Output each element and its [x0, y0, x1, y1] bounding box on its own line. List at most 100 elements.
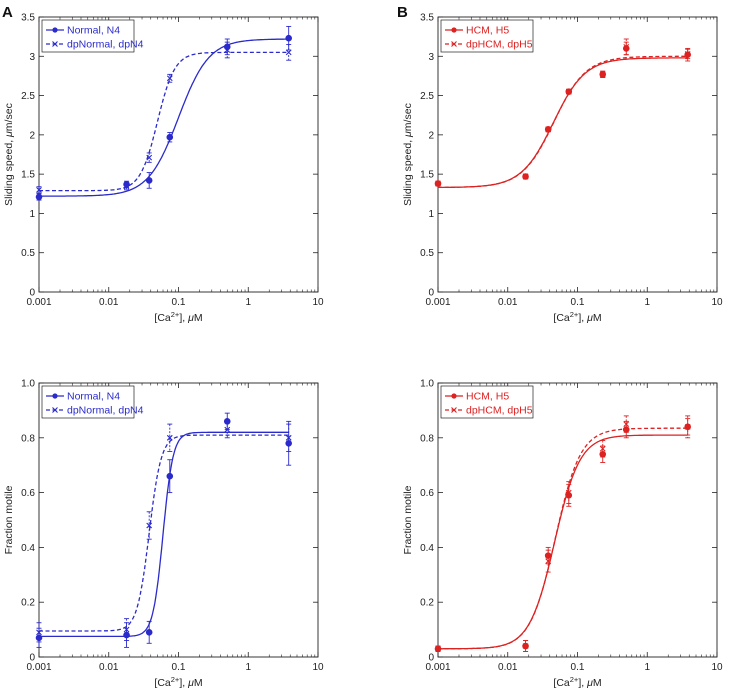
chart-b-bottom-series-2-point — [599, 445, 606, 452]
chart-b-top-x-axis-label: [Ca2+], μM — [553, 310, 601, 324]
chart-a-bottom-legend-label-1: Normal, N4 — [67, 391, 120, 403]
chart-b-bottom-y-tick-label: 0.2 — [420, 598, 434, 609]
chart-b-top-legend-marker-2 — [451, 41, 457, 47]
chart-b-top-x-tick-label: 0.1 — [571, 297, 585, 308]
chart-b-bottom-y-tick-label: 0 — [428, 653, 434, 664]
chart-a-top-y-axis-label: Sliding speed, μm/sec — [3, 103, 15, 206]
chart-a-bottom-y-tick-label: 0 — [29, 653, 35, 664]
chart-a-top-series-2-point — [146, 154, 153, 161]
chart-b-top-series-2-point — [565, 88, 572, 95]
chart-b-top-y-tick-label: 0 — [428, 288, 434, 299]
chart-b-bottom: 0.001 0.01 0.1 1 10 0 0.2 0.4 0.6 0.8 1.0 [Ca2+], μ… — [402, 379, 723, 690]
chart-a-top-legend-label-2: dpNormal, dpN4 — [67, 39, 144, 51]
chart-a-top-legend-marker-2 — [52, 41, 58, 47]
chart-b-top-legend-marker-1 — [451, 27, 457, 33]
chart-a-top-series-1-point — [35, 193, 43, 201]
chart-a-top-series-2-point — [224, 47, 231, 53]
chart-a-top-plot-frame — [38, 16, 319, 293]
chart-a-bottom-series-2-point — [36, 629, 42, 636]
chart-b-bottom-y-tick-label: 0.6 — [420, 488, 434, 499]
chart-b-bottom-series-2-fit-line — [438, 427, 688, 650]
chart-a-top-y-tick-label: 1 — [29, 209, 35, 220]
chart-b-top-y-tick-label: 3.5 — [420, 13, 434, 24]
chart-a-top-y-tick-label: 2.5 — [21, 91, 35, 102]
chart-a-bottom: 0.001 0.01 0.1 1 10 0 0.2 0.4 0.6 0.8 1.0 [Ca2+], μ… — [3, 379, 324, 690]
chart-a-bottom-series-2-point — [123, 626, 130, 633]
panel-letter-b: B — [397, 4, 408, 21]
chart-a-top-x-tick-label: 0.1 — [172, 297, 186, 308]
chart-a-top-x-tick-label: 0.01 — [99, 297, 119, 308]
chart-b-top-y-tick-label: 2.5 — [420, 91, 434, 102]
chart-a-top-series-1-fit-line — [39, 38, 289, 197]
chart-a-top-series-2-point — [166, 75, 173, 82]
chart-b-bottom-x-tick-label: 10 — [711, 662, 723, 673]
chart-b-bottom-y-tick-label: 1.0 — [420, 379, 434, 390]
chart-a-bottom-y-tick-label: 0.6 — [21, 488, 35, 499]
chart-b-top-series-2-fit-line — [438, 55, 688, 189]
chart-a-bottom-series-1-point — [166, 472, 174, 480]
chart-b-top-series-2-point — [522, 173, 529, 180]
chart-b-top-x-tick-label: 1 — [644, 297, 650, 308]
chart-a-bottom-series-1-point — [145, 629, 153, 636]
chart-b-bottom-x-tick-label: 0.001 — [425, 662, 450, 673]
chart-b-top-series-2-point — [599, 71, 606, 78]
chart-b-top-legend — [440, 19, 534, 53]
chart-b-bottom-legend-label-2: dpHCM, dpH5 — [466, 405, 533, 417]
chart-a-bottom-series-2-point — [166, 434, 173, 441]
chart-b-bottom-series-2-point — [435, 645, 441, 652]
chart-b-top: 0.001 0.01 0.1 1 10 0 0.5 1 1.5 2 2.5 3 3.5 [Ca2+], μ… — [402, 13, 723, 325]
chart-b-top-y-tick-label: 3 — [428, 52, 434, 63]
chart-a-top-y-tick-label: 1.5 — [21, 170, 35, 181]
chart-b-bottom-x-tick-label: 0.01 — [498, 662, 518, 673]
chart-a-bottom-y-tick-label: 1.0 — [21, 379, 35, 390]
chart-b-bottom-x-tick-label: 0.1 — [571, 662, 585, 673]
chart-a-top-series-2-point — [123, 183, 130, 190]
chart-a-top: 0.001 0.01 0.1 1 10 0 0.5 1 1.5 2 2.5 3 3.5 [Ca2+], μ… — [3, 13, 324, 325]
chart-a-top-y-tick-label: 2 — [29, 130, 35, 141]
chart-a-top-series-1-point — [285, 34, 292, 42]
chart-a-bottom-y-tick-label: 0.4 — [21, 543, 35, 554]
panel-letter-a: A — [2, 4, 13, 21]
chart-b-top-legend-label-1: HCM, H5 — [466, 25, 509, 37]
chart-b-bottom-y-tick-label: 0.4 — [420, 543, 434, 554]
chart-a-bottom-x-tick-label: 0.01 — [99, 662, 119, 673]
chart-a-bottom-series-2-point — [224, 426, 231, 433]
chart-b-bottom-plot-frame — [437, 382, 718, 658]
chart-b-bottom-series-2-point — [623, 421, 630, 427]
chart-b-bottom-series-2-point — [545, 558, 552, 564]
chart-a-top-x-tick-label: 1 — [245, 297, 251, 308]
chart-b-bottom-series-2-point — [522, 643, 529, 649]
chart-a-bottom-x-tick-label: 1 — [245, 662, 251, 673]
chart-b-top-x-tick-label: 0.01 — [498, 297, 518, 308]
chart-b-bottom-series-1-fit-line — [438, 434, 688, 650]
chart-a-top-series-1-point — [145, 177, 153, 184]
chart-b-top-legend-label-2: dpHCM, dpH5 — [466, 39, 533, 51]
chart-b-top-series-1-fit-line — [438, 57, 688, 189]
chart-b-bottom-x-tick-label: 1 — [644, 662, 650, 673]
chart-b-top-series-2-point — [623, 43, 630, 50]
chart-b-bottom-y-axis-label: Fraction motile — [402, 485, 414, 554]
chart-b-top-y-tick-label: 1 — [428, 209, 434, 220]
chart-a-bottom-plot-frame — [38, 382, 319, 658]
chart-a-bottom-series-2-fit-line — [39, 434, 289, 632]
chart-b-bottom-legend-marker-1 — [451, 393, 457, 399]
chart-a-top-series-2-point — [36, 186, 42, 193]
chart-b-top-y-tick-label: 1.5 — [420, 170, 434, 181]
chart-a-top-y-tick-label: 0.5 — [21, 248, 35, 259]
chart-a-bottom-series-2-point — [146, 522, 153, 529]
chart-b-bottom-y-tick-label: 0.8 — [420, 433, 434, 444]
chart-b-top-series-2-point — [545, 126, 552, 133]
chart-a-top-y-tick-label: 0 — [29, 288, 35, 299]
chart-a-bottom-y-axis-label: Fraction motile — [3, 485, 15, 554]
chart-b-bottom-x-axis-label: [Ca2+], μM — [553, 675, 601, 689]
chart-a-bottom-x-tick-label: 10 — [312, 662, 324, 673]
chart-a-top-series-1-point — [166, 133, 174, 141]
chart-a-bottom-legend-marker-2 — [52, 407, 58, 413]
chart-b-top-y-tick-label: 0.5 — [420, 248, 434, 259]
chart-a-bottom-legend-label-2: dpNormal, dpN4 — [67, 405, 144, 417]
chart-b-bottom-series-2-point — [684, 423, 691, 430]
chart-a-bottom-series-2-point — [285, 434, 292, 441]
chart-a-top-y-tick-label: 3 — [29, 52, 35, 63]
chart-a-top-y-tick-label: 3.5 — [21, 13, 35, 24]
chart-b-top-y-tick-label: 2 — [428, 130, 434, 141]
